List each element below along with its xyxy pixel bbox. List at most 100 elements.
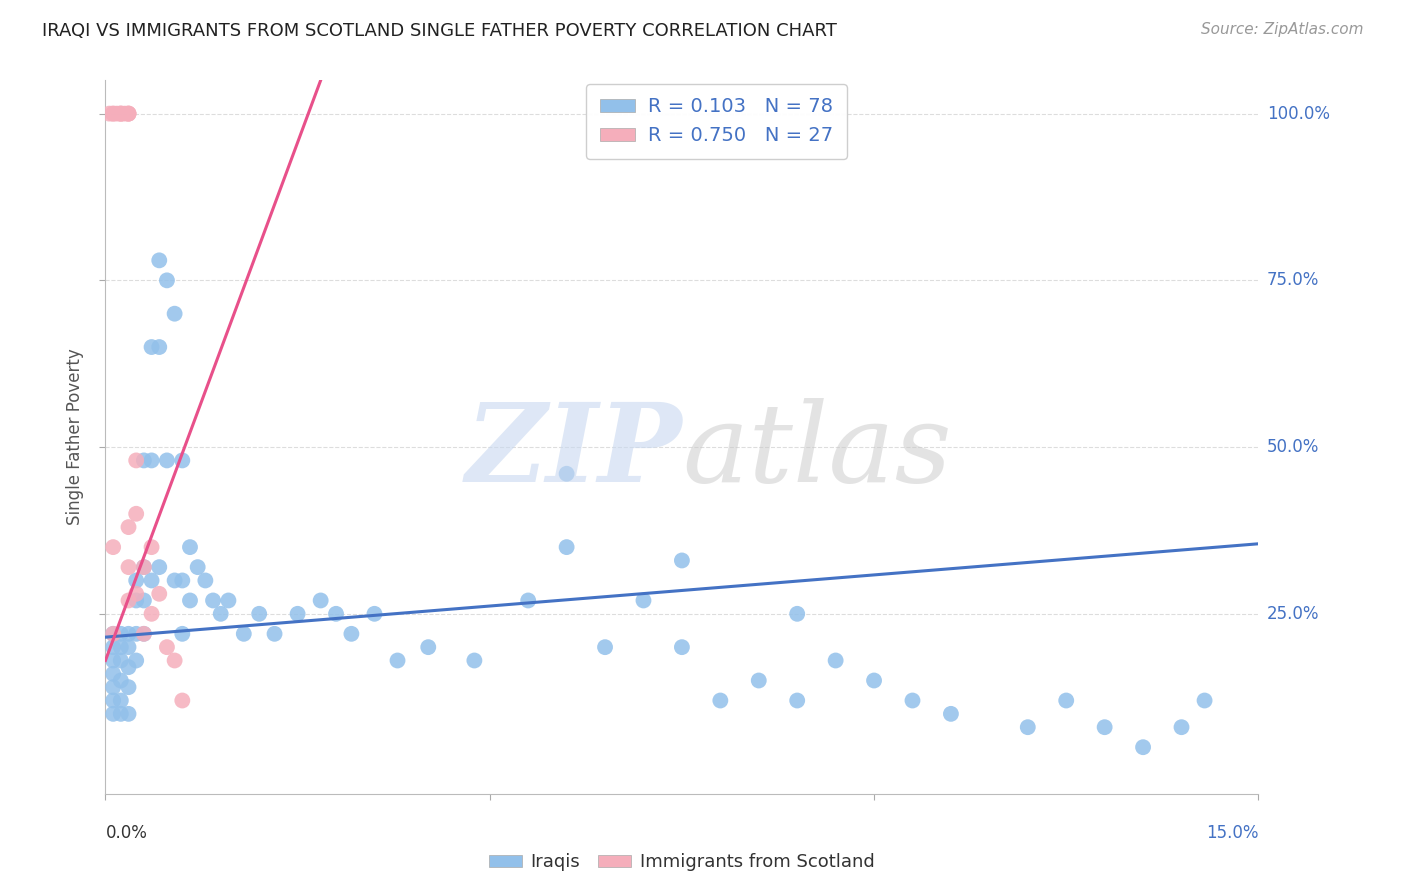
Point [132,560,155,574]
Point [101,106,124,120]
Point [117,106,139,120]
Point [125,453,148,467]
Point [125,507,148,521]
Point [101,666,124,681]
Point [110,106,132,120]
Point [387,653,409,667]
Point [148,253,170,268]
Point [132,593,155,607]
Point [824,653,846,667]
Point [101,693,124,707]
Point [187,560,209,574]
Point [172,693,194,707]
Point [156,640,179,655]
Point [101,640,124,655]
Point [132,627,155,641]
Point [110,693,132,707]
Text: 100.0%: 100.0% [1267,104,1330,122]
Legend: Iraqis, Immigrants from Scotland: Iraqis, Immigrants from Scotland [482,847,882,879]
Point [132,627,155,641]
Point [117,627,139,641]
Point [709,693,731,707]
Point [117,706,139,721]
Point [125,587,148,601]
Point [1170,720,1192,734]
Point [101,627,124,641]
Point [163,307,186,321]
Point [110,653,132,667]
Point [125,653,148,667]
Point [247,607,270,621]
Point [418,640,440,655]
Point [117,520,139,534]
Point [179,593,201,607]
Point [163,574,186,588]
Point [114,106,136,120]
Text: 15.0%: 15.0% [1206,824,1258,842]
Text: Source: ZipAtlas.com: Source: ZipAtlas.com [1201,22,1364,37]
Point [148,560,170,574]
Point [132,560,155,574]
Point [786,607,808,621]
Point [117,680,139,694]
Point [117,560,139,574]
Point [671,640,693,655]
Text: 75.0%: 75.0% [1267,271,1319,289]
Point [110,106,132,120]
Point [517,593,540,607]
Point [172,574,194,588]
Point [156,453,179,467]
Point [163,653,186,667]
Point [110,706,132,721]
Point [98,106,121,120]
Point [101,106,124,120]
Point [179,540,201,554]
Point [117,106,139,120]
Point [125,593,148,607]
Point [110,627,132,641]
Point [671,553,693,567]
Point [148,340,170,354]
Text: atlas: atlas [682,398,952,505]
Point [555,467,578,481]
Text: IRAQI VS IMMIGRANTS FROM SCOTLAND SINGLE FATHER POVERTY CORRELATION CHART: IRAQI VS IMMIGRANTS FROM SCOTLAND SINGLE… [42,22,837,40]
Point [217,593,239,607]
Point [125,627,148,641]
Point [141,574,163,588]
Point [141,540,163,554]
Point [117,660,139,674]
Point [748,673,770,688]
Point [939,706,962,721]
Point [156,273,179,287]
Point [1194,693,1216,707]
Point [101,653,124,667]
Point [141,453,163,467]
Point [1017,720,1039,734]
Point [194,574,217,588]
Point [117,593,139,607]
Point [363,607,385,621]
Legend: R = 0.103   N = 78, R = 0.750   N = 27: R = 0.103 N = 78, R = 0.750 N = 27 [586,84,846,159]
Point [555,540,578,554]
Point [901,693,924,707]
Point [633,593,655,607]
Point [110,640,132,655]
Point [132,453,155,467]
Point [141,340,163,354]
Point [287,607,309,621]
Point [209,607,232,621]
Point [172,453,194,467]
Point [117,106,139,120]
Point [105,106,128,120]
Point [263,627,285,641]
Point [101,540,124,554]
Point [101,680,124,694]
Point [101,706,124,721]
Point [148,587,170,601]
Point [463,653,485,667]
Point [110,106,132,120]
Point [117,640,139,655]
Point [1054,693,1077,707]
Point [593,640,616,655]
Text: 0.0%: 0.0% [105,824,148,842]
